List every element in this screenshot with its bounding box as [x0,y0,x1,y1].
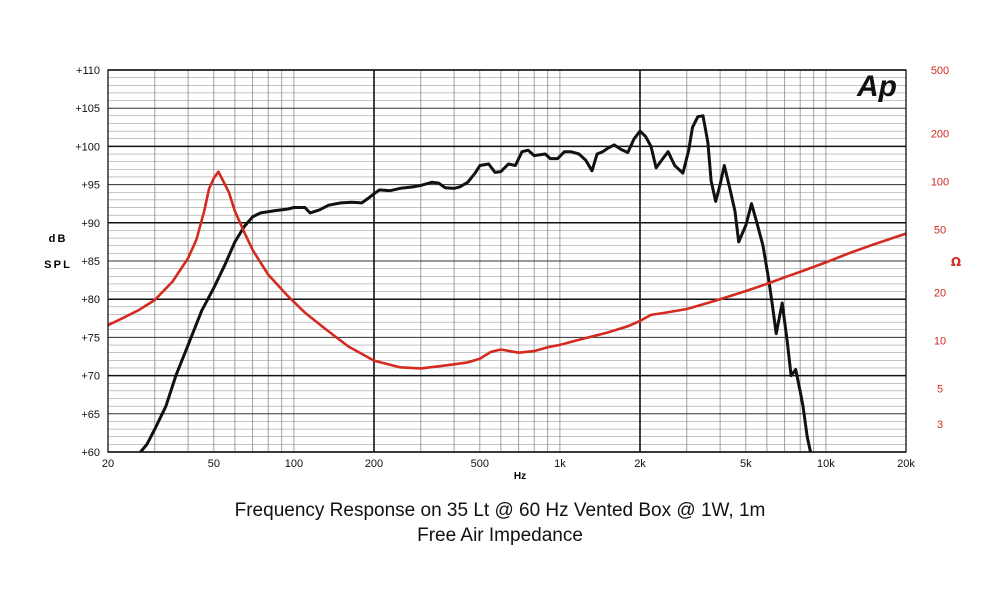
y-right-tick-label: 3 [937,419,943,431]
y-left-tick-label: +70 [81,371,100,383]
y-axis-label-db: d B [49,233,66,245]
x-axis-ticks: 20 50 100 200 500 1k 2k 5k 10k 20k [102,458,915,470]
y-left-tick-label: +95 [81,180,100,192]
ap-logo-text: Ap [856,70,897,103]
chart-caption-line1: Frequency Response on 35 Lt @ 60 Hz Vent… [234,500,766,521]
y-right-tick-label: 200 [931,128,949,140]
y-left-tick-label: +110 [76,65,100,77]
x-tick-label: 500 [471,458,489,470]
chart-caption-line2: Free Air Impedance [417,525,583,546]
y-left-tick-label: +80 [81,294,100,306]
x-tick-label: 200 [365,458,383,470]
x-tick-label: 5k [740,458,752,470]
plot-border [107,69,907,453]
y-left-tick-label: +100 [75,141,100,153]
y-right-tick-label: 20 [934,288,946,300]
x-tick-label: 1k [554,458,566,470]
x-tick-label: 100 [285,458,303,470]
y-left-tick-label: +60 [81,447,100,459]
y-right-tick-label: 50 [934,224,946,236]
left-axis-ticks: +110 +105 +100 +95 +90 +85 +80 +75 +70 +65 +60 [75,65,100,459]
y-left-tick-label: +105 [75,103,100,115]
y-left-tick-label: +75 [81,332,100,344]
right-axis-ticks: 500 200 100 50 20 10 5 3 [931,65,949,431]
spl-response-line [139,114,812,452]
y-right-tick-label: 10 [934,336,946,348]
x-tick-label: 20 [102,458,114,470]
y-left-tick-label: +90 [81,218,100,230]
x-axis-label: Hz [514,471,526,482]
y-axis-label-ohm: Ω [951,255,961,269]
y-left-tick-label: +65 [81,409,100,421]
x-tick-label: 2k [634,458,646,470]
y-right-tick-label: 5 [937,384,943,396]
impedance-line [108,170,906,370]
ap-logo: Ap [856,70,897,103]
x-tick-label: 20k [897,458,915,470]
x-tick-label: 50 [208,458,220,470]
x-tick-label: 10k [817,458,835,470]
y-left-tick-label: +85 [81,256,100,268]
series-layer [108,114,906,452]
y-axis-label-spl: S P L [44,259,70,271]
y-right-tick-label: 100 [931,176,949,188]
y-right-tick-label: 500 [931,65,949,77]
